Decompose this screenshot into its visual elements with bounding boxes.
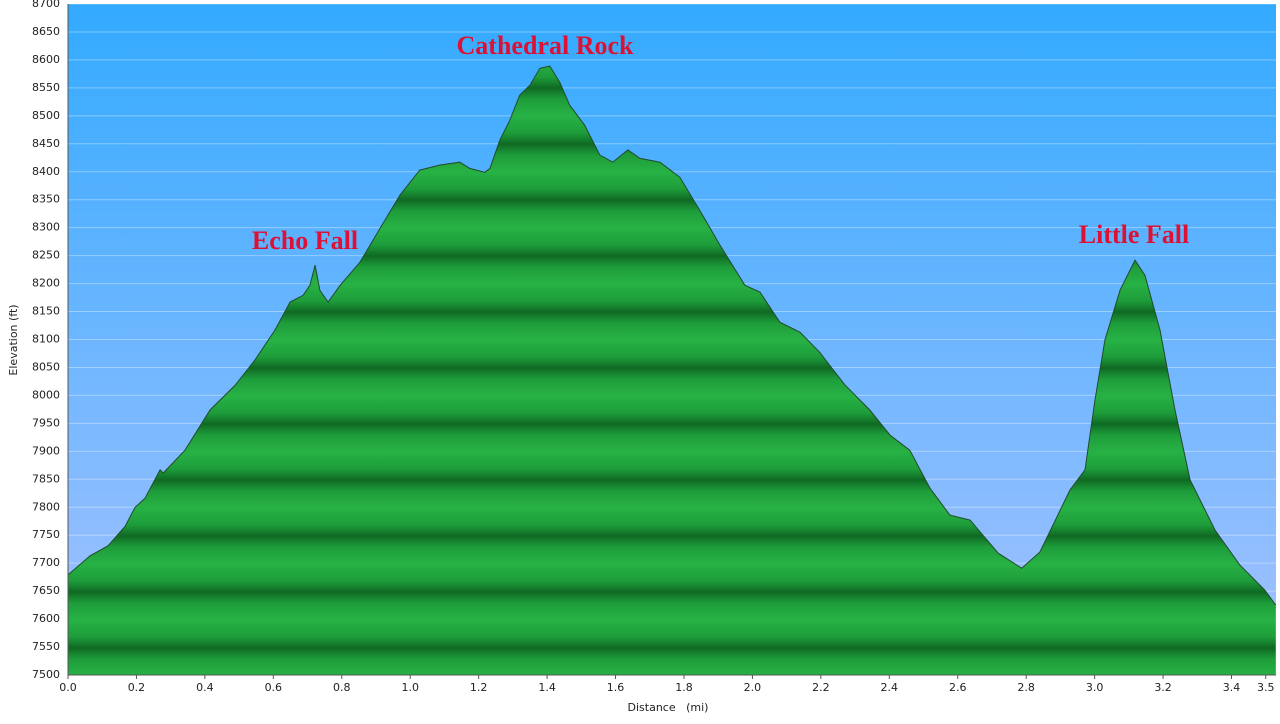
x-tick-label: 1.0 bbox=[401, 681, 419, 694]
x-tick-label: 3.5 bbox=[1257, 681, 1275, 694]
y-tick-label: 8450 bbox=[32, 137, 60, 150]
y-tick-label: 8350 bbox=[32, 193, 60, 206]
x-tick-label: 3.2 bbox=[1154, 681, 1172, 694]
y-tick-label: 8050 bbox=[32, 360, 60, 373]
x-tick-label: 0.2 bbox=[128, 681, 146, 694]
x-tick-label: 2.6 bbox=[949, 681, 967, 694]
x-tick-label: 2.4 bbox=[881, 681, 899, 694]
y-tick-label: 7900 bbox=[32, 444, 60, 457]
x-tick-label: 1.8 bbox=[675, 681, 693, 694]
y-tick-label: 8650 bbox=[32, 25, 60, 38]
annotation: Echo Fall bbox=[252, 226, 358, 255]
x-tick-label: 2.8 bbox=[1017, 681, 1035, 694]
y-tick-label: 7650 bbox=[32, 584, 60, 597]
y-tick-label: 8300 bbox=[32, 221, 60, 234]
y-tick-label: 7600 bbox=[32, 612, 60, 625]
y-tick-label: 7750 bbox=[32, 528, 60, 541]
y-tick-label: 7550 bbox=[32, 640, 60, 653]
y-axis-label: Elevation (ft) bbox=[7, 304, 20, 375]
x-tick-label: 0.4 bbox=[196, 681, 214, 694]
x-tick-label: 1.6 bbox=[607, 681, 625, 694]
y-tick-label: 8100 bbox=[32, 333, 60, 346]
y-tick-label: 7800 bbox=[32, 500, 60, 513]
x-tick-label: 1.4 bbox=[538, 681, 556, 694]
y-tick-label: 7850 bbox=[32, 472, 60, 485]
x-tick-label: 0.0 bbox=[59, 681, 77, 694]
annotation: Cathedral Rock bbox=[457, 31, 634, 60]
x-tick-label: 3.4 bbox=[1223, 681, 1241, 694]
y-tick-label: 8150 bbox=[32, 305, 60, 318]
x-axis-label: Distance (mi) bbox=[628, 701, 709, 714]
y-tick-label: 7950 bbox=[32, 416, 60, 429]
y-tick-label: 8200 bbox=[32, 277, 60, 290]
elevation-area bbox=[68, 66, 1276, 676]
x-tick-label: 1.2 bbox=[470, 681, 488, 694]
annotation: Little Fall bbox=[1079, 220, 1189, 249]
y-tick-label: 8500 bbox=[32, 109, 60, 122]
y-tick-label: 8600 bbox=[32, 53, 60, 66]
x-tick-label: 0.6 bbox=[265, 681, 283, 694]
y-tick-label: 8700 bbox=[32, 0, 60, 10]
y-tick-label: 8000 bbox=[32, 388, 60, 401]
y-tick-label: 8250 bbox=[32, 249, 60, 262]
x-tick-label: 0.8 bbox=[333, 681, 351, 694]
x-tick-label: 3.0 bbox=[1086, 681, 1104, 694]
x-tick-label: 2.0 bbox=[744, 681, 762, 694]
y-tick-label: 7700 bbox=[32, 556, 60, 569]
y-tick-label: 8400 bbox=[32, 165, 60, 178]
y-tick-label: 8550 bbox=[32, 81, 60, 94]
elevation-line bbox=[67, 65, 1277, 606]
x-tick-label: 2.2 bbox=[812, 681, 830, 694]
y-tick-label: 7500 bbox=[32, 668, 60, 681]
